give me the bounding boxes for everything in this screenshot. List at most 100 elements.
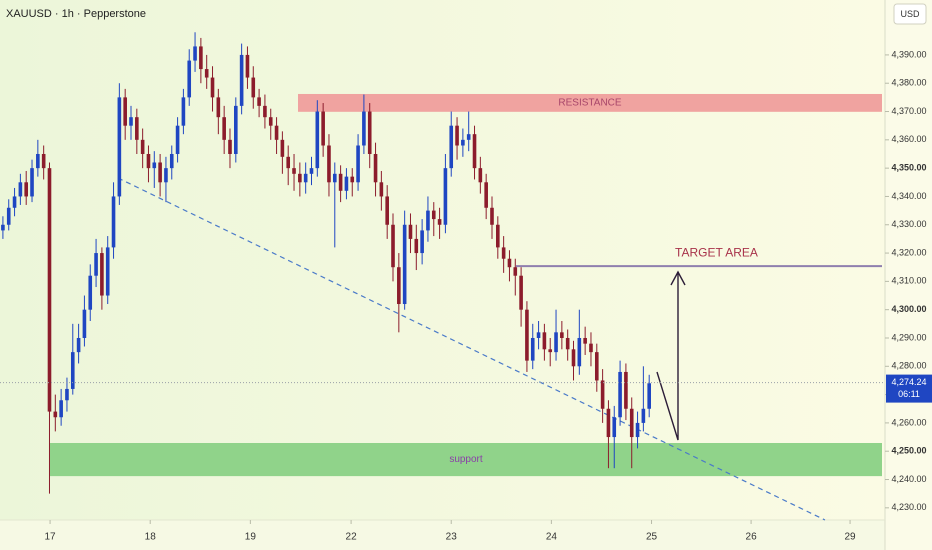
y-tick-label: 4,330.00 (891, 219, 926, 229)
y-tick-label: 4,390.00 (891, 49, 926, 59)
candle-body (496, 224, 500, 248)
candle-body (490, 207, 494, 225)
candle-body (222, 117, 226, 140)
candle-body (210, 77, 215, 98)
x-tick-label: 25 (646, 532, 658, 543)
candle-body (420, 230, 424, 254)
candle-body (292, 168, 296, 174)
y-tick-label: 4,380.00 (891, 78, 926, 88)
candle-body (158, 162, 162, 183)
plot-background (0, 0, 885, 520)
candle-body (30, 168, 34, 197)
candle-body (472, 134, 477, 169)
candle-body (309, 168, 314, 174)
candle-body (629, 408, 634, 438)
x-tick-label: 18 (145, 532, 157, 543)
candle-body (36, 153, 40, 169)
candle-body (47, 168, 52, 412)
candle-body (199, 46, 203, 70)
last-price: 4,274.24 (891, 377, 926, 387)
candle-body (239, 54, 244, 106)
candle-body (286, 156, 291, 169)
axes: 4,230.004,240.004,250.004,260.004,270.00… (0, 49, 932, 543)
candle-body (612, 417, 617, 438)
candle-body (228, 139, 232, 154)
projection-arrow (656, 272, 679, 441)
candle-body (140, 139, 145, 154)
candle-body (530, 337, 535, 361)
candle-body (560, 332, 564, 338)
candle-body (426, 210, 430, 231)
candle-body (397, 267, 401, 305)
x-tick-label: 24 (546, 532, 558, 543)
candle-body (367, 111, 372, 154)
candle-body (175, 125, 180, 154)
trendline (117, 177, 826, 521)
candle-body (466, 134, 471, 140)
y-tick-label: 4,370.00 (891, 106, 926, 116)
candle-body (402, 224, 407, 305)
candle-body (280, 139, 285, 157)
candle-body (65, 388, 69, 401)
candle-body (484, 182, 488, 208)
candle-body (443, 168, 448, 225)
candle-body (461, 139, 465, 146)
y-tick-label: 4,360.00 (891, 134, 926, 144)
y-tick-label: 4,230.00 (891, 502, 926, 512)
candle-body (111, 196, 116, 248)
x-tick-label: 23 (446, 532, 458, 543)
candle-body (356, 145, 360, 183)
zone-label: support (449, 454, 483, 465)
candle-body (41, 153, 46, 169)
candle-body (600, 380, 605, 409)
candle-body (391, 224, 395, 268)
currency-box (893, 3, 927, 25)
candle-body (193, 46, 197, 61)
x-tick-label: 26 (746, 532, 758, 543)
candle-body (618, 371, 622, 418)
candle-body (135, 117, 139, 140)
x-tick-label: 22 (346, 532, 358, 543)
y-tick-label: 4,350.00 (891, 163, 926, 173)
zone (50, 443, 882, 477)
candle-body (6, 207, 11, 225)
candle-body (606, 408, 611, 438)
candle-body (321, 111, 325, 146)
candle-body (647, 383, 651, 409)
target-label: TARGET AREA (675, 245, 758, 259)
candles (1, 32, 651, 494)
candle-body (146, 153, 151, 169)
candle-body (152, 162, 157, 169)
countdown: 06:11 (898, 389, 920, 399)
candle-body (298, 173, 302, 183)
price-axis-background (885, 0, 932, 550)
candle-body (542, 332, 547, 350)
candle-body (263, 105, 267, 118)
candle-body (216, 97, 221, 118)
candle-body (414, 238, 419, 254)
candle-body (437, 219, 442, 225)
candle-body (525, 309, 529, 361)
zone (298, 93, 882, 112)
candle-body (577, 337, 582, 367)
y-tick-label: 4,340.00 (891, 191, 926, 201)
candle-body (18, 182, 23, 197)
candle-body (478, 168, 483, 183)
candle-body (519, 275, 523, 310)
candle-body (1, 224, 5, 231)
candle-body (554, 332, 558, 353)
candle-body (455, 125, 459, 146)
candle-body (274, 125, 279, 140)
x-tick-label: 19 (245, 532, 257, 543)
candle-body (332, 173, 337, 183)
y-tick-label: 4,320.00 (891, 247, 926, 257)
candle-body (94, 253, 98, 276)
candle-body (70, 352, 75, 389)
candle-body (338, 173, 343, 191)
chart-title: XAUUSD · 1h · Pepperstone (6, 8, 146, 20)
candle-body (589, 343, 593, 353)
candle-body (408, 224, 413, 239)
candle-body (385, 196, 389, 225)
candle-body (181, 97, 186, 126)
